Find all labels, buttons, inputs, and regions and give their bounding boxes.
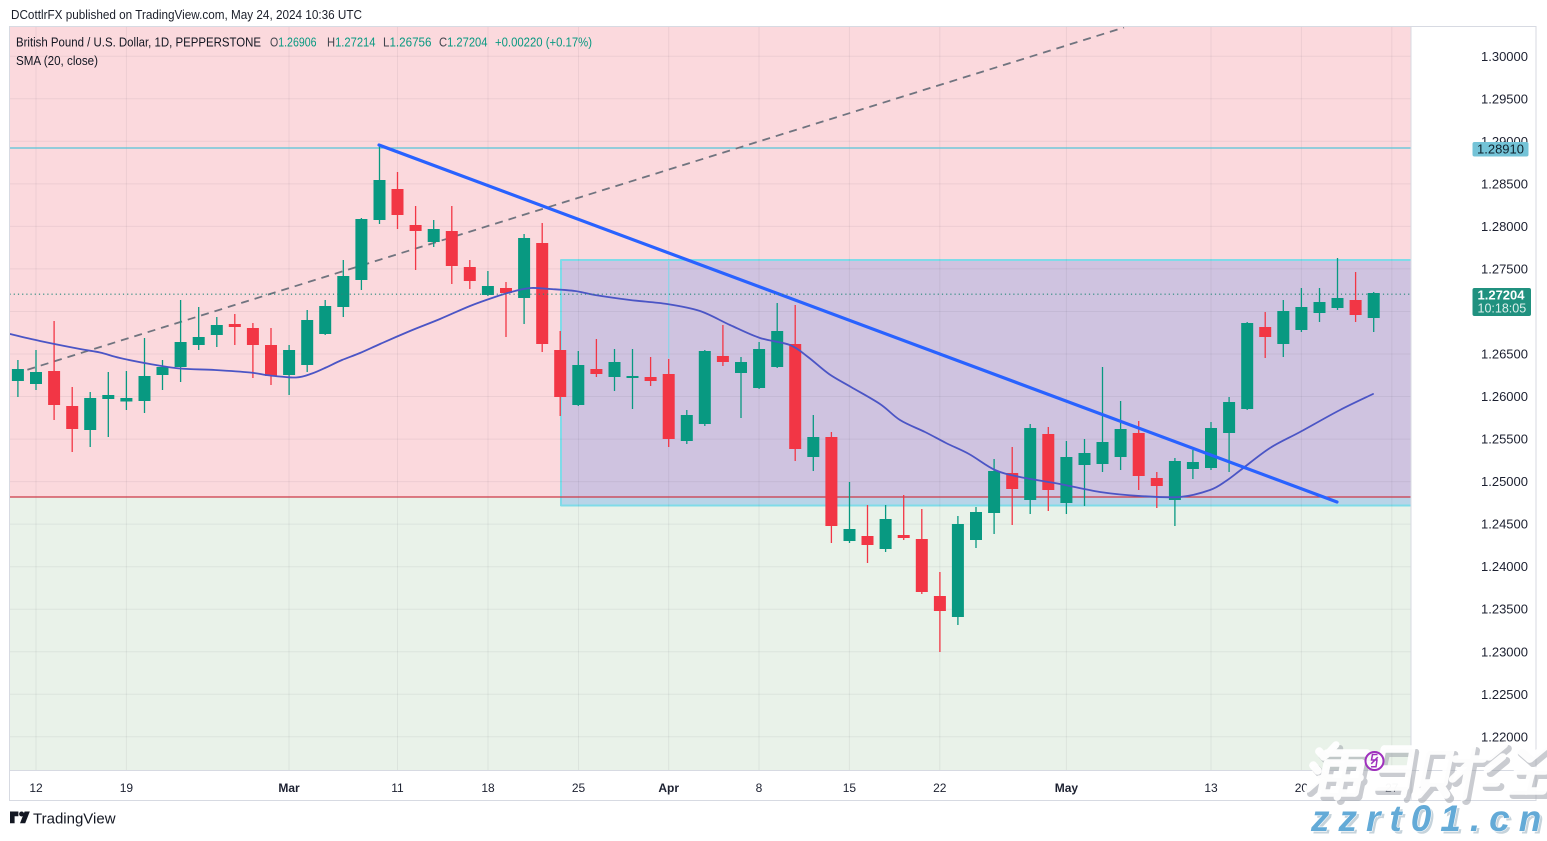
svg-text:H1.27214: H1.27214	[327, 36, 376, 50]
svg-text:1.30000: 1.30000	[1481, 49, 1528, 64]
svg-text:15: 15	[843, 781, 857, 795]
svg-text:1.29500: 1.29500	[1481, 91, 1528, 106]
svg-text:1.28910: 1.28910	[1477, 142, 1524, 157]
svg-text:1.25000: 1.25000	[1481, 474, 1528, 489]
svg-text:1.28000: 1.28000	[1481, 219, 1528, 234]
svg-text:1.24500: 1.24500	[1481, 517, 1528, 532]
svg-text:1.22500: 1.22500	[1481, 687, 1528, 702]
svg-text:L1.26756: L1.26756	[383, 36, 432, 50]
svg-text:1.27204: 1.27204	[1478, 288, 1526, 303]
svg-text:British Pound / U.S. Dollar, 1: British Pound / U.S. Dollar, 1D, PEPPERS…	[16, 36, 261, 50]
svg-text:May: May	[1055, 781, 1079, 795]
svg-text:1.27500: 1.27500	[1481, 261, 1528, 276]
svg-text:SMA (20, close): SMA (20, close)	[16, 54, 98, 68]
svg-text:1.23500: 1.23500	[1481, 602, 1528, 617]
svg-text:O1.26906: O1.26906	[270, 36, 317, 50]
svg-text:Apr: Apr	[658, 781, 679, 795]
svg-text:1.23000: 1.23000	[1481, 644, 1528, 659]
svg-text:19: 19	[120, 781, 134, 795]
svg-text:1.28500: 1.28500	[1481, 176, 1528, 191]
svg-text:18: 18	[481, 781, 495, 795]
svg-text:1.26000: 1.26000	[1481, 389, 1528, 404]
svg-text:Mar: Mar	[278, 781, 300, 795]
svg-text:+0.00220 (+0.17%): +0.00220 (+0.17%)	[495, 36, 592, 50]
svg-text:11: 11	[391, 781, 404, 795]
svg-text:1.24000: 1.24000	[1481, 559, 1528, 574]
svg-text:TradingView: TradingView	[33, 811, 116, 828]
svg-text:13: 13	[1204, 781, 1218, 795]
svg-text:1.26500: 1.26500	[1481, 347, 1528, 362]
svg-text:DCottlrFX published on Trading: DCottlrFX published on TradingView.com, …	[11, 8, 362, 22]
svg-text:25: 25	[572, 781, 586, 795]
svg-text:1.25500: 1.25500	[1481, 432, 1528, 447]
svg-text:10:18:05: 10:18:05	[1478, 302, 1527, 316]
svg-text:zzrt01.cn: zzrt01.cn	[1310, 798, 1547, 836]
svg-text:8: 8	[756, 781, 763, 795]
svg-text:C1.27204: C1.27204	[439, 36, 488, 50]
svg-text:22: 22	[933, 781, 947, 795]
svg-text:12: 12	[29, 781, 43, 795]
